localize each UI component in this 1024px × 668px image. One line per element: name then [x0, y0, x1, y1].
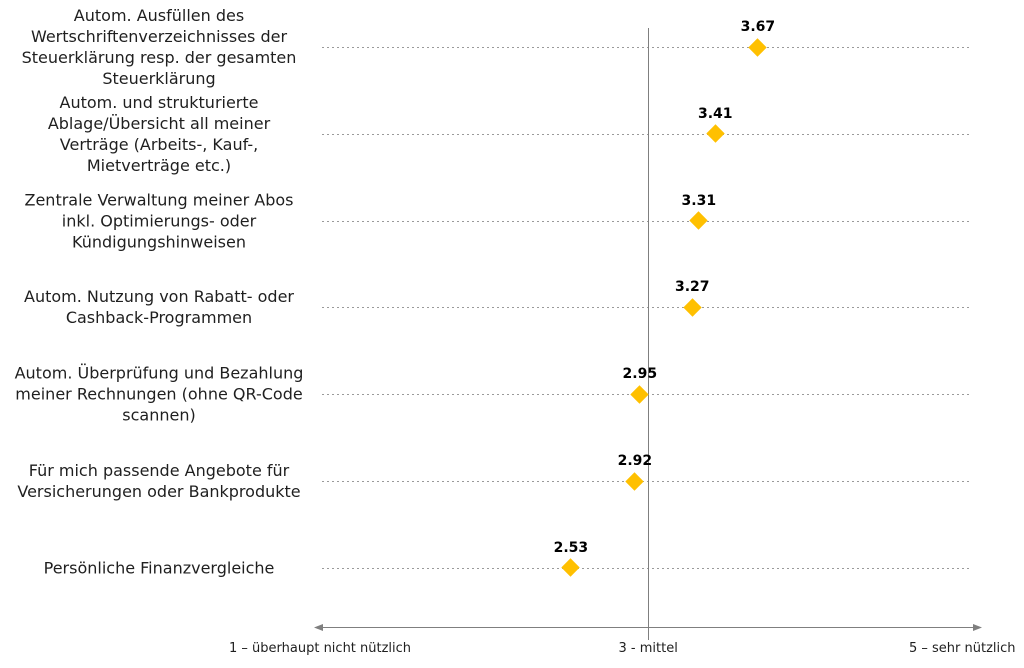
data-point-diamond-icon: [561, 558, 581, 577]
dotted-gridline: [322, 133, 972, 135]
category-label-line: Zentrale Verwaltung meiner Abos: [24, 190, 294, 210]
reference-line-mittel: [647, 28, 649, 640]
axis-arrow-right-icon: [973, 624, 982, 631]
category-label: Autom. und strukturierte Ablage/Übersicht…: [0, 92, 318, 176]
category-label: Für mich passende Angebote für Versicheru…: [0, 460, 318, 502]
x-axis: [314, 624, 982, 631]
category-label: Autom. Nutzung von Rabatt- oder Cashback-…: [0, 286, 318, 328]
category-label-line: scannen): [122, 405, 196, 425]
category-label-line: Autom. Nutzung von Rabatt- oder: [24, 287, 294, 307]
category-label-line: Für mich passende Angebote für: [28, 461, 290, 480]
category-label-line: Verträge (Arbeits-, Kauf-,: [59, 134, 259, 154]
dotted-gridline: [322, 307, 972, 309]
value-label: 2.95: [622, 366, 658, 383]
category-label-line: Wertschriftenverzeichnisses der: [30, 27, 288, 46]
category-label: Autom. Ausfüllen des Wertschriftenverzeic…: [0, 5, 318, 89]
dotted-gridline: [322, 220, 972, 222]
category-label-line: Ablage/Übersicht all meiner: [47, 113, 271, 133]
dotted-gridline: [322, 47, 972, 48]
data-point-diamond-icon: [683, 298, 702, 317]
value-label: 3.67: [740, 19, 776, 35]
dotted-gridline: [322, 481, 972, 482]
category-label-line: Steuerklärung resp. der gesamten: [21, 48, 297, 67]
data-point-diamond-icon: [748, 37, 768, 57]
category-label: Persönliche Finanzvergleiche: [0, 557, 318, 578]
value-label: 2.53: [553, 539, 589, 556]
category-label-line: Mietverträge etc.): [86, 155, 232, 175]
category-label-line: Versicherungen oder Bankprodukte: [17, 482, 301, 501]
category-label-line: Persönliche Finanzvergleiche: [43, 558, 275, 578]
value-label: 3.41: [697, 105, 733, 122]
value-label: 3.27: [674, 279, 710, 296]
x-axis-tick-label: 3 - mittel: [618, 641, 678, 656]
category-label: Autom. Überprüfung und Bezahlung meiner R…: [0, 363, 318, 426]
value-label: 2.92: [617, 453, 653, 469]
category-label: Zentrale Verwaltung meiner Abos inkl. Opt…: [0, 189, 318, 252]
category-label-line: meiner Rechnungen (ohne QR-Code: [15, 384, 303, 404]
category-label-line: Cashback-Programmen: [65, 308, 253, 328]
category-label-line: Autom. Ausfüllen des: [73, 6, 245, 25]
axis-arrow-left-icon: [314, 624, 323, 631]
x-axis-tick-label: 1 – überhaupt nicht nützlich: [229, 641, 412, 656]
data-point-diamond-icon: [706, 124, 725, 143]
value-label: 3.31: [681, 192, 717, 209]
category-label-line: inkl. Optimierungs- oder: [61, 211, 257, 231]
x-axis-tick-label: 5 – sehr nützlich: [909, 641, 1016, 656]
category-label-line: Autom. und strukturierte: [59, 92, 259, 112]
data-point-diamond-icon: [625, 471, 645, 491]
dotted-gridline: [322, 567, 972, 569]
category-label-line: Steuerklärung: [102, 69, 216, 88]
category-label-line: Autom. Überprüfung und Bezahlung: [14, 363, 304, 383]
data-point-diamond-icon: [689, 211, 709, 230]
category-label-line: Kündigungshinweisen: [72, 232, 246, 252]
data-point-diamond-icon: [630, 384, 649, 404]
